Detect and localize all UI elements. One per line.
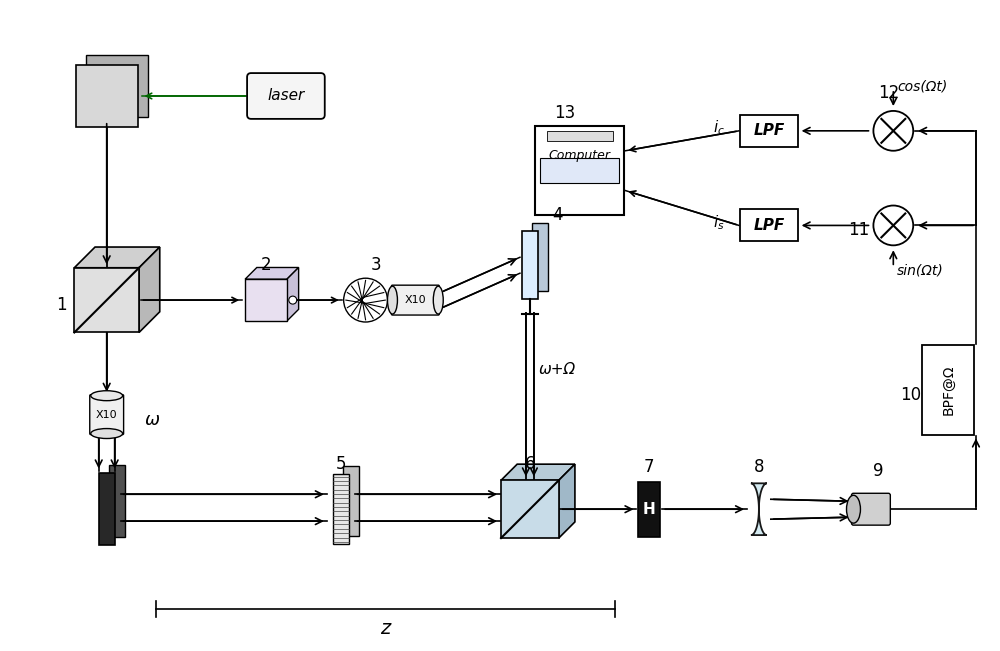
Circle shape: [289, 296, 297, 304]
Text: Computer: Computer: [549, 149, 611, 162]
Text: laser: laser: [267, 89, 305, 104]
Polygon shape: [522, 231, 538, 299]
Text: $i_s$: $i_s$: [713, 213, 725, 232]
Text: 2: 2: [261, 256, 271, 274]
Circle shape: [873, 206, 913, 245]
Ellipse shape: [847, 495, 860, 523]
Polygon shape: [76, 65, 138, 127]
Text: 8: 8: [754, 458, 764, 477]
Polygon shape: [245, 279, 287, 321]
Polygon shape: [86, 55, 148, 117]
Text: 1: 1: [57, 296, 67, 314]
Text: ω: ω: [145, 411, 160, 428]
Ellipse shape: [91, 428, 123, 439]
Polygon shape: [333, 475, 349, 544]
Text: 3: 3: [370, 256, 381, 274]
Text: 5: 5: [335, 456, 346, 473]
FancyBboxPatch shape: [922, 345, 974, 434]
Ellipse shape: [433, 286, 443, 314]
Text: sin(Ωt): sin(Ωt): [897, 263, 944, 277]
Polygon shape: [287, 268, 299, 321]
Text: 4: 4: [553, 206, 563, 225]
Polygon shape: [245, 268, 299, 279]
Text: 9: 9: [873, 462, 884, 480]
Text: BPF@Ω: BPF@Ω: [941, 365, 955, 415]
FancyBboxPatch shape: [547, 131, 613, 141]
FancyBboxPatch shape: [851, 493, 890, 525]
FancyBboxPatch shape: [90, 395, 124, 434]
Polygon shape: [99, 473, 115, 545]
Text: LPF: LPF: [753, 218, 784, 233]
Text: H: H: [643, 502, 656, 517]
Text: 6: 6: [525, 456, 535, 473]
Polygon shape: [343, 466, 359, 536]
Polygon shape: [109, 465, 125, 537]
FancyBboxPatch shape: [740, 115, 798, 146]
Polygon shape: [559, 464, 575, 538]
FancyBboxPatch shape: [391, 285, 439, 315]
FancyBboxPatch shape: [247, 73, 325, 119]
Text: z: z: [380, 619, 391, 638]
Polygon shape: [501, 480, 559, 538]
Text: X10: X10: [96, 409, 117, 420]
Circle shape: [344, 278, 387, 322]
Text: 13: 13: [554, 104, 575, 122]
Polygon shape: [638, 482, 660, 536]
Text: 12: 12: [878, 84, 899, 102]
Text: $i_c$: $i_c$: [713, 118, 725, 137]
FancyBboxPatch shape: [740, 210, 798, 242]
Text: LPF: LPF: [753, 123, 784, 138]
Ellipse shape: [91, 391, 123, 400]
Text: 10: 10: [900, 385, 921, 404]
FancyBboxPatch shape: [535, 126, 624, 215]
Text: ω+Ω: ω+Ω: [539, 363, 576, 378]
Text: 11: 11: [848, 221, 869, 240]
Polygon shape: [139, 247, 160, 333]
Text: 7: 7: [644, 458, 655, 477]
FancyBboxPatch shape: [540, 158, 619, 183]
Polygon shape: [74, 247, 160, 268]
Ellipse shape: [387, 286, 397, 314]
Text: X10: X10: [405, 295, 426, 305]
Circle shape: [873, 111, 913, 151]
Polygon shape: [751, 483, 767, 535]
Text: cos(Ωt): cos(Ωt): [897, 79, 948, 93]
Polygon shape: [501, 464, 575, 480]
Polygon shape: [532, 223, 548, 291]
Polygon shape: [74, 268, 139, 333]
